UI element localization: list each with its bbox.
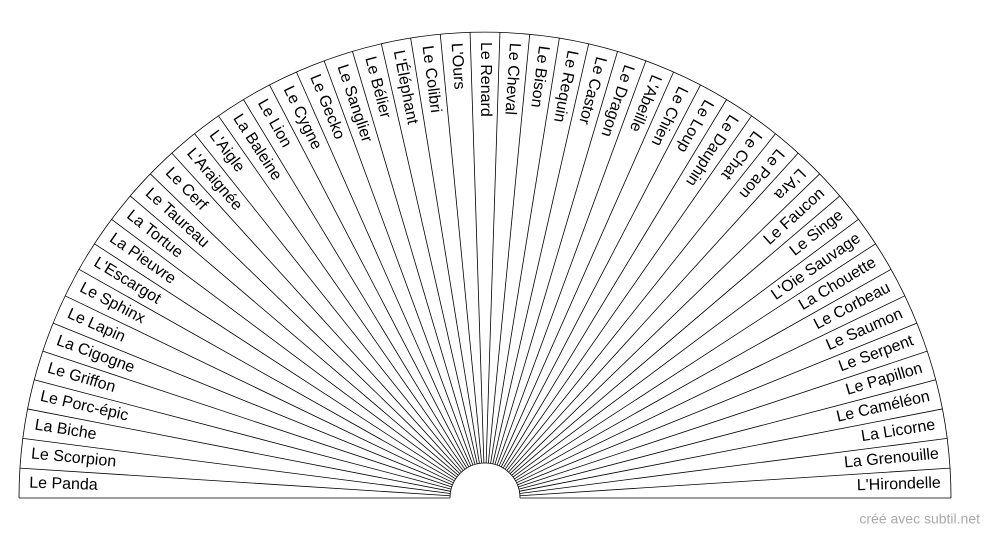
divider xyxy=(518,379,936,490)
segment-label: La Grenouille xyxy=(843,445,939,471)
divider xyxy=(514,243,876,480)
divider xyxy=(439,34,483,464)
divider xyxy=(352,51,476,465)
segment-label: L'Hirondelle xyxy=(857,475,942,495)
divider xyxy=(519,408,943,492)
divider xyxy=(111,218,458,478)
segment-label: Le Requin xyxy=(550,49,581,124)
divider xyxy=(94,243,456,480)
divider xyxy=(485,32,501,464)
divider xyxy=(27,408,451,492)
divider xyxy=(380,43,478,464)
divider xyxy=(323,60,474,466)
segment-label: Le Panda xyxy=(29,475,98,494)
segment-label: Le Bison xyxy=(527,45,552,109)
divider xyxy=(492,43,590,464)
divider xyxy=(502,99,727,469)
divider xyxy=(516,295,906,484)
segment-label: Le Colibri xyxy=(419,45,445,114)
divider xyxy=(269,84,470,468)
divider xyxy=(194,133,464,471)
segment-label: Le Renard xyxy=(477,42,494,117)
divider xyxy=(500,84,701,468)
divider xyxy=(129,195,459,476)
divider xyxy=(496,60,647,466)
segment-label: L'Ours xyxy=(448,42,468,90)
divider xyxy=(494,51,618,465)
divider xyxy=(512,218,859,478)
divider xyxy=(519,438,948,494)
segment-label: Le Cheval xyxy=(501,42,523,115)
divider xyxy=(218,115,466,470)
divider xyxy=(519,467,951,497)
divider xyxy=(296,71,472,467)
divider xyxy=(504,115,752,470)
divider xyxy=(517,322,918,486)
divider xyxy=(487,34,531,464)
divider xyxy=(490,37,560,464)
divider xyxy=(42,350,452,488)
divider xyxy=(149,173,461,474)
divider xyxy=(171,152,462,473)
divider xyxy=(22,438,451,494)
divider xyxy=(498,71,674,467)
divider xyxy=(511,195,841,476)
divider xyxy=(518,350,928,488)
divider xyxy=(410,37,480,464)
divider xyxy=(515,268,892,482)
divider xyxy=(19,467,451,497)
divider xyxy=(243,99,468,469)
divider xyxy=(34,379,452,490)
inner-arc xyxy=(449,462,521,499)
footer: créé avec subtil.net xyxy=(859,511,980,527)
divider xyxy=(52,322,453,486)
outer-arc xyxy=(18,31,952,499)
segment-label: L'Éléphant xyxy=(390,48,423,126)
divider xyxy=(78,268,455,482)
divider xyxy=(509,173,821,474)
divider xyxy=(469,32,485,464)
divider xyxy=(506,133,776,471)
divider xyxy=(64,295,454,484)
divider xyxy=(508,152,799,473)
